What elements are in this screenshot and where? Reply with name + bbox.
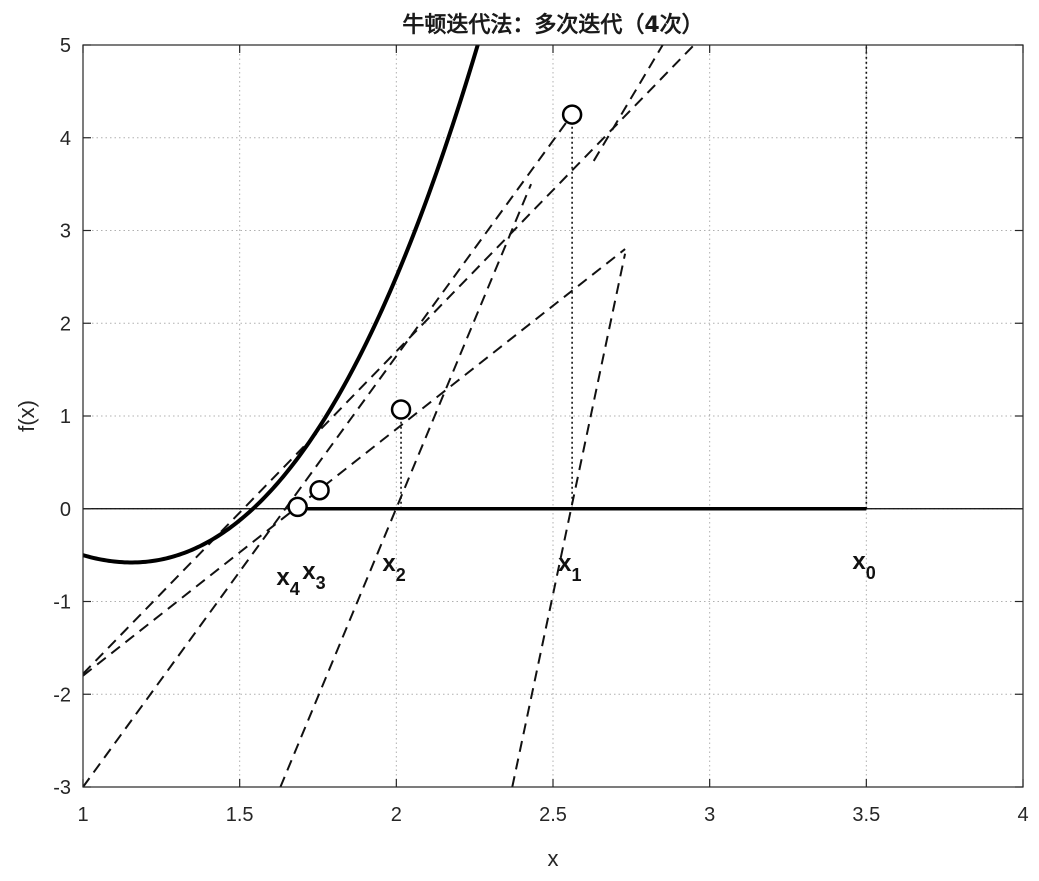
- iterate-label-letter: x: [382, 550, 396, 577]
- iteration-point: [287, 496, 308, 518]
- y-tick-label: -1: [53, 592, 71, 614]
- x-axis-label: x: [548, 846, 559, 871]
- y-tick-label: 1: [60, 406, 71, 428]
- iterate-label-letter: x: [302, 558, 316, 585]
- tangent-line: [83, 248, 626, 677]
- iterate-label-letter: x: [558, 550, 572, 577]
- x-tick-label: 2: [391, 804, 402, 826]
- tangent-line: [511, 253, 627, 787]
- iterate-label-subscript: 4: [290, 579, 300, 599]
- iterate-label: x4: [276, 564, 299, 599]
- chart-title: 牛顿迭代法：多次迭代（4次）: [402, 12, 703, 38]
- iterate-label-subscript: 0: [866, 563, 876, 583]
- tangent-lines: [83, 45, 695, 787]
- tangent-line: [279, 183, 532, 787]
- y-axis-label: f(x): [14, 400, 39, 432]
- x-tick-label: 2.5: [539, 804, 567, 826]
- x-tick-label: 1.5: [226, 804, 254, 826]
- iteration-point: [561, 104, 583, 125]
- iterate-label: x3: [302, 558, 325, 593]
- y-tick-label: 3: [60, 221, 71, 243]
- iterate-label-subscript: 2: [396, 565, 406, 585]
- function-curve-path: [83, 45, 480, 565]
- x-tick-label: 4: [1017, 804, 1028, 826]
- x-tick-label: 3: [704, 804, 715, 826]
- y-tick-label: -2: [53, 684, 71, 706]
- y-tick-label: 4: [60, 128, 71, 150]
- iterate-label: x0: [852, 548, 875, 583]
- y-tick-label: -3: [53, 777, 71, 799]
- iterate-label: x1: [558, 550, 581, 585]
- iterate-label-subscript: 1: [571, 565, 581, 585]
- y-tick-label: 5: [60, 35, 71, 57]
- x-tick-label: 1: [77, 804, 88, 826]
- iteration-points: [287, 104, 583, 518]
- tangent-line: [592, 45, 664, 162]
- iteration-point: [309, 479, 330, 501]
- y-tick-label: 0: [60, 499, 71, 521]
- iterate-label-subscript: 3: [316, 573, 326, 593]
- iteration-point: [390, 399, 412, 420]
- dropdown-lines: [400, 45, 868, 509]
- x-tick-label: 3.5: [852, 804, 880, 826]
- iterate-label: x2: [382, 550, 405, 585]
- function-curve: [83, 45, 480, 565]
- tangent-line: [83, 45, 695, 675]
- iterate-label-letter: x: [276, 564, 290, 591]
- y-tick-label: 2: [60, 313, 71, 335]
- tangent-line: [83, 118, 570, 787]
- x-axis-ticks: 1 1.5 2 2.5 3 3.5 4: [77, 45, 1029, 826]
- iterate-label-letter: x: [852, 548, 866, 575]
